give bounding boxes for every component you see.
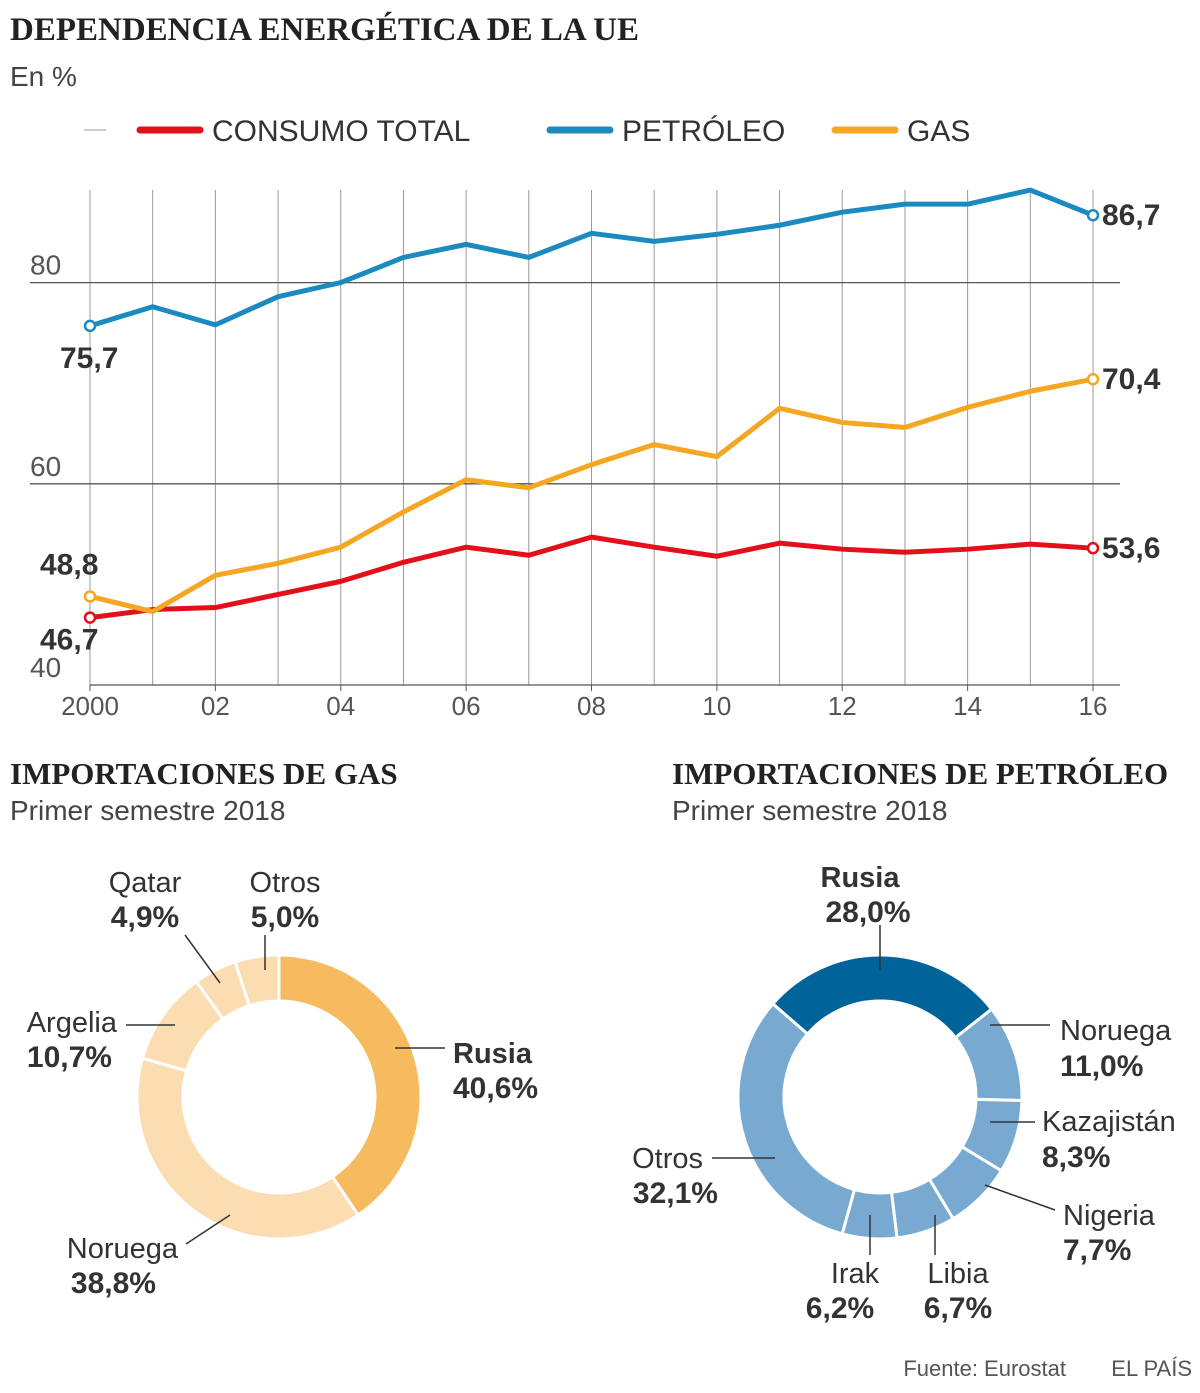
category-label: Noruega [67, 1233, 179, 1265]
legend-label: GAS [907, 115, 970, 148]
donut-segment [135, 1056, 361, 1241]
series-line [89, 187, 1094, 329]
x-tick-label: 10 [702, 691, 731, 721]
category-label: Nigeria [1063, 1200, 1156, 1232]
x-tick-label: 2000 [61, 691, 119, 721]
value-label: 46,7 [40, 624, 98, 657]
end-marker [83, 319, 97, 333]
x-tick-label: 04 [326, 691, 355, 721]
credit: EL PAÍS [1111, 1356, 1192, 1381]
value-label: 86,7 [1102, 199, 1160, 232]
value-label: 8,3% [1042, 1141, 1110, 1174]
series-line [89, 534, 1094, 621]
x-tick-label: 02 [201, 691, 230, 721]
value-label: 38,8% [71, 1267, 156, 1300]
donut-subtitle: Primer semestre 2018 [672, 795, 947, 826]
end-marker [1086, 372, 1100, 386]
category-label: Argelia [27, 1007, 118, 1039]
value-label: 11,0% [1060, 1050, 1143, 1083]
donut-title: IMPORTACIONES DE GAS [10, 756, 398, 791]
donut-segment [277, 953, 423, 1218]
donut-segment [770, 953, 994, 1040]
value-label: 4,9% [111, 901, 179, 934]
value-label: 70,4 [1102, 363, 1161, 396]
y-tick-label: 60 [30, 451, 61, 482]
series-line [89, 376, 1094, 615]
y-tick-label: 80 [30, 250, 61, 281]
leader-line [184, 934, 221, 984]
donut-segment [736, 1001, 857, 1236]
end-marker [83, 590, 97, 603]
value-label: 5,0% [251, 901, 319, 934]
value-label: 48,8 [40, 548, 98, 581]
end-marker [1086, 208, 1100, 222]
x-tick-label: 06 [452, 691, 481, 721]
category-label: Libia [927, 1258, 989, 1290]
leader-line [984, 1184, 1056, 1211]
category-label: Otros [250, 867, 321, 899]
value-label: 75,7 [60, 342, 118, 375]
category-label: Rusia [821, 862, 901, 894]
chart-subtitle: En % [10, 61, 77, 92]
end-marker [83, 611, 97, 624]
x-tick-label: 12 [828, 691, 857, 721]
value-label: 40,6% [453, 1072, 538, 1105]
donut-subtitle: Primer semestre 2018 [10, 795, 285, 826]
leader-line [185, 1214, 231, 1245]
x-tick-label: 08 [577, 691, 606, 721]
value-label: 53,6 [1102, 532, 1160, 565]
donut-title: IMPORTACIONES DE PETRÓLEO [672, 756, 1168, 791]
x-tick-label: 14 [953, 691, 982, 721]
category-label: Irak [831, 1258, 880, 1290]
end-marker [1086, 541, 1100, 555]
legend-label: CONSUMO TOTAL [212, 115, 470, 148]
value-label: 32,1% [633, 1177, 718, 1210]
value-label: 28,0% [825, 896, 910, 929]
category-label: Qatar [109, 867, 182, 899]
category-label: Kazajistán [1042, 1106, 1176, 1138]
donut-segment [233, 953, 281, 1008]
value-label: 7,7% [1063, 1234, 1131, 1267]
x-tick-label: 16 [1079, 691, 1108, 721]
value-label: 6,7% [924, 1292, 992, 1325]
value-label: 6,2% [806, 1292, 874, 1325]
category-label: Rusia [453, 1038, 533, 1070]
chart-title: DEPENDENCIA ENERGÉTICA DE LA UE [10, 11, 639, 48]
legend-label: PETRÓLEO [622, 115, 785, 148]
source: Fuente: Eurostat [903, 1356, 1066, 1381]
y-tick-label: 40 [30, 652, 61, 683]
category-label: Otros [632, 1143, 703, 1175]
category-label: Noruega [1060, 1015, 1172, 1047]
value-label: 10,7% [27, 1041, 112, 1074]
